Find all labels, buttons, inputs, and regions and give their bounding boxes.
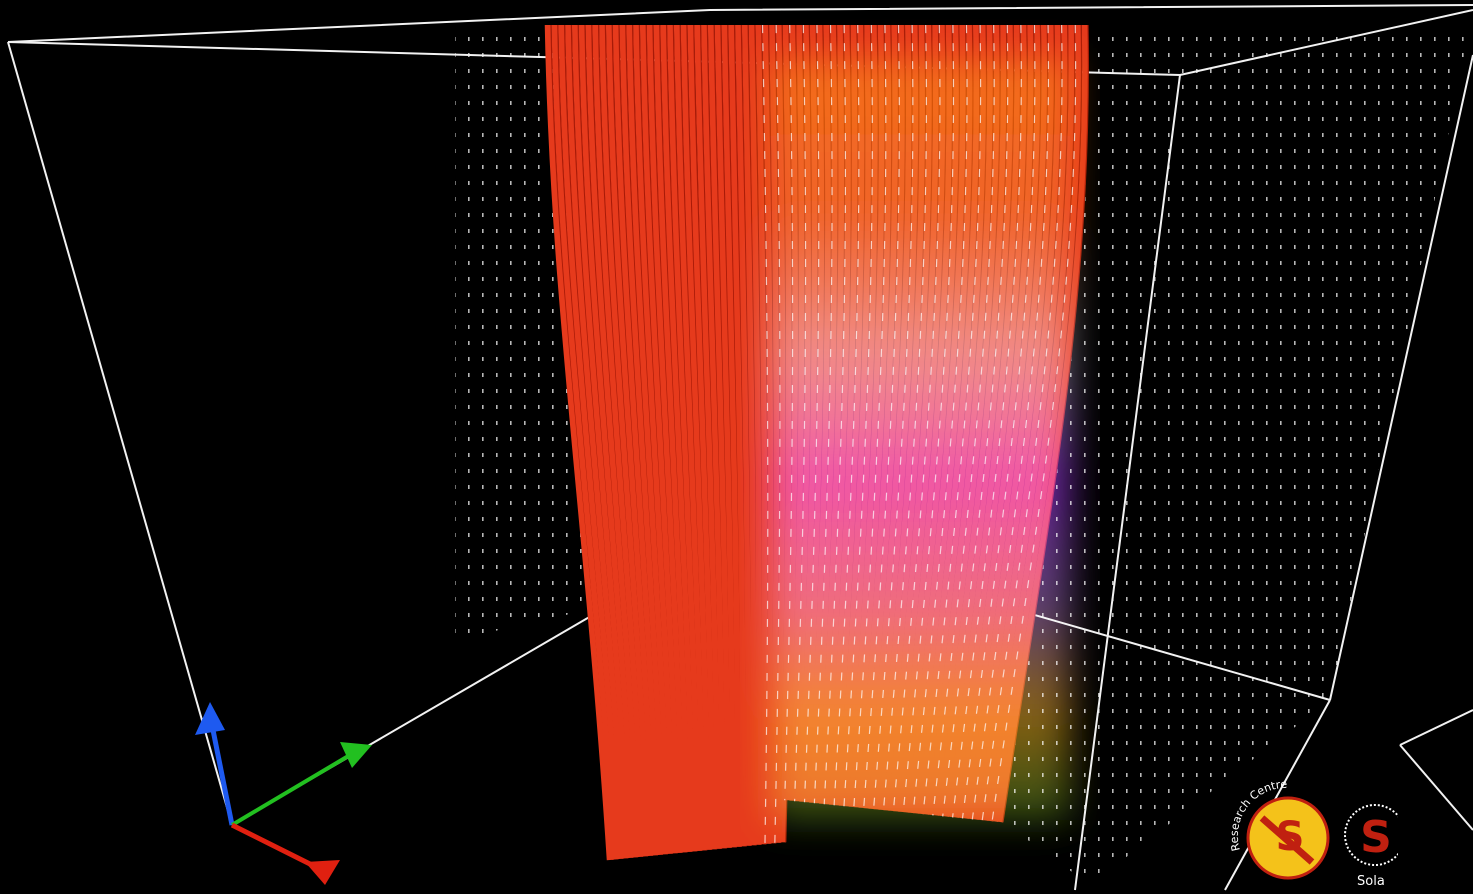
scene: S Research Centre S Sola: [0, 0, 1473, 894]
color-glow: [770, 60, 1070, 820]
sun-letter: S: [1360, 812, 1392, 863]
page: 3D field visualization {"logo": {"text":…: [0, 0, 1473, 894]
body: S Research Centre S Sola (() => { const …: [0, 0, 1473, 894]
logo-partial-text: Sola: [1357, 874, 1385, 889]
logo-letter: S: [1276, 814, 1305, 860]
